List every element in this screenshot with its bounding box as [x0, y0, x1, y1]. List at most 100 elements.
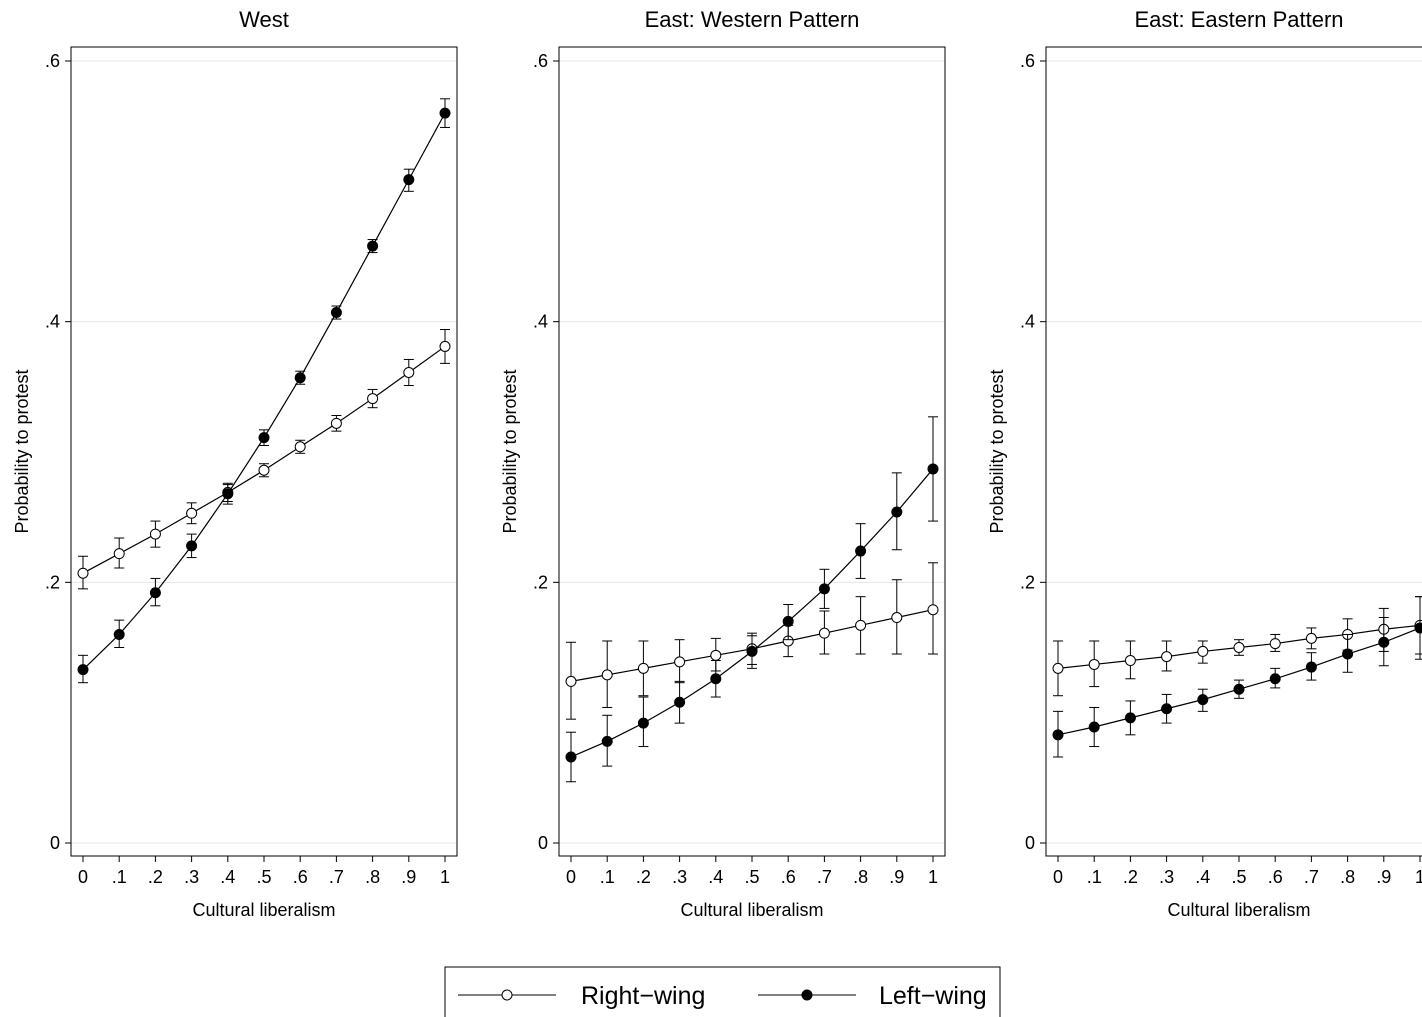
- x-axis-label: Cultural liberalism: [680, 900, 823, 920]
- x-tick-label: 0: [566, 867, 576, 887]
- x-tick-label: 0: [78, 867, 88, 887]
- data-point-left-wing: [294, 372, 306, 384]
- x-tick-label: 1: [1415, 867, 1422, 887]
- data-point-right-wing: [1052, 662, 1064, 674]
- x-tick-label: .4: [1195, 867, 1210, 887]
- data-point-right-wing: [1305, 632, 1317, 644]
- x-tick-label: .3: [1159, 867, 1174, 887]
- y-tick-label: .2: [533, 572, 548, 592]
- data-point-left-wing: [222, 488, 234, 500]
- data-point-right-wing: [855, 619, 867, 631]
- y-axis: 0 .2 .4 .6: [1020, 51, 1046, 853]
- data-point-left-wing: [637, 717, 649, 729]
- legend-box: [444, 966, 1001, 1017]
- y-tick-label: .4: [533, 312, 548, 332]
- x-axis: 0 .1 .2 .3 .4 .5 .6 .7 .8 .9 1: [78, 856, 450, 887]
- data-point-left-wing: [565, 751, 577, 763]
- data-point-left-wing: [1342, 648, 1354, 660]
- data-point-right-wing: [294, 441, 306, 453]
- x-tick-label: .5: [744, 867, 759, 887]
- x-tick-label: .8: [365, 867, 380, 887]
- x-tick-label: .2: [1123, 867, 1138, 887]
- legend: Right−wing Left−wing: [444, 966, 1001, 1017]
- data-point-right-wing: [149, 528, 161, 540]
- data-point-right-wing: [601, 669, 613, 681]
- panel-east-eastern-pattern: East: Eastern Pattern Probability to pro…: [987, 7, 1422, 920]
- legend-label-right-wing: Right−wing: [581, 982, 705, 1010]
- x-tick-label: .1: [600, 867, 615, 887]
- series-layer: [77, 98, 451, 684]
- y-axis-label: Probability to protest: [987, 369, 1007, 533]
- data-point-right-wing: [818, 627, 830, 639]
- data-point-left-wing: [1233, 683, 1245, 695]
- data-point-left-wing: [403, 174, 415, 186]
- y-tick-label: 0: [538, 833, 548, 853]
- x-tick-label: 1: [440, 867, 450, 887]
- data-point-left-wing: [367, 240, 379, 252]
- gridlines: [559, 60, 945, 844]
- data-point-left-wing: [77, 664, 89, 676]
- y-tick-label: .6: [45, 51, 60, 71]
- x-tick-label: .7: [329, 867, 344, 887]
- data-point-left-wing: [891, 506, 903, 518]
- data-point-right-wing: [1197, 645, 1209, 657]
- gridlines: [1046, 60, 1422, 844]
- panel-title: West: [239, 7, 289, 32]
- data-point-right-wing: [1161, 651, 1173, 663]
- data-point-right-wing: [186, 507, 198, 519]
- legend-label-left-wing: Left−wing: [879, 982, 987, 1010]
- data-point-left-wing: [855, 545, 867, 557]
- data-point-left-wing: [746, 645, 758, 657]
- panel-west: West Probability to protest Cultural lib…: [12, 7, 458, 920]
- x-tick-label: .9: [889, 867, 904, 887]
- legend-marker-right-wing: [501, 989, 513, 1001]
- panel-title: East: Eastern Pattern: [1134, 7, 1343, 32]
- x-axis-label: Cultural liberalism: [192, 900, 335, 920]
- data-point-right-wing: [77, 567, 89, 579]
- x-tick-label: .8: [1340, 867, 1355, 887]
- data-point-left-wing: [601, 735, 613, 747]
- data-point-left-wing: [782, 615, 794, 627]
- data-point-right-wing: [403, 366, 415, 378]
- x-tick-label: .3: [184, 867, 199, 887]
- data-point-left-wing: [674, 696, 686, 708]
- data-point-right-wing: [674, 656, 686, 668]
- data-point-right-wing: [710, 649, 722, 661]
- data-point-left-wing: [927, 463, 939, 475]
- data-point-left-wing: [710, 673, 722, 685]
- x-tick-label: .9: [401, 867, 416, 887]
- x-axis: 0 .1 .2 .3 .4 .5 .6 .7 .8 .9 1: [1053, 856, 1422, 887]
- x-tick-label: 1: [928, 867, 938, 887]
- data-point-left-wing: [1088, 721, 1100, 733]
- data-point-right-wing: [1233, 642, 1245, 653]
- x-tick-label: .1: [112, 867, 127, 887]
- data-point-left-wing: [1161, 703, 1173, 715]
- x-tick-label: .2: [148, 867, 163, 887]
- x-axis: 0 .1 .2 .3 .4 .5 .6 .7 .8 .9 1: [566, 856, 938, 887]
- y-tick-label: 0: [1025, 833, 1035, 853]
- data-point-left-wing: [149, 587, 161, 599]
- data-point-left-wing: [1414, 622, 1422, 634]
- data-point-right-wing: [439, 340, 451, 352]
- x-tick-label: .8: [853, 867, 868, 887]
- data-point-left-wing: [1378, 636, 1390, 648]
- gridlines: [71, 60, 457, 844]
- data-point-right-wing: [258, 464, 270, 476]
- y-axis-label: Probability to protest: [500, 369, 520, 533]
- x-tick-label: .2: [636, 867, 651, 887]
- x-tick-label: .1: [1087, 867, 1102, 887]
- data-point-left-wing: [330, 307, 342, 319]
- y-tick-label: 0: [50, 833, 60, 853]
- x-tick-label: .3: [672, 867, 687, 887]
- y-tick-label: .6: [1020, 51, 1035, 71]
- panel-east-western-pattern: East: Western Pattern Probability to pro…: [500, 7, 946, 920]
- y-tick-label: .6: [533, 51, 548, 71]
- x-tick-label: .7: [817, 867, 832, 887]
- data-point-right-wing: [637, 662, 649, 674]
- x-tick-label: 0: [1053, 867, 1063, 887]
- data-point-left-wing: [1305, 661, 1317, 673]
- x-tick-label: .6: [781, 867, 796, 887]
- y-axis-label: Probability to protest: [12, 369, 32, 533]
- data-point-right-wing: [565, 675, 577, 687]
